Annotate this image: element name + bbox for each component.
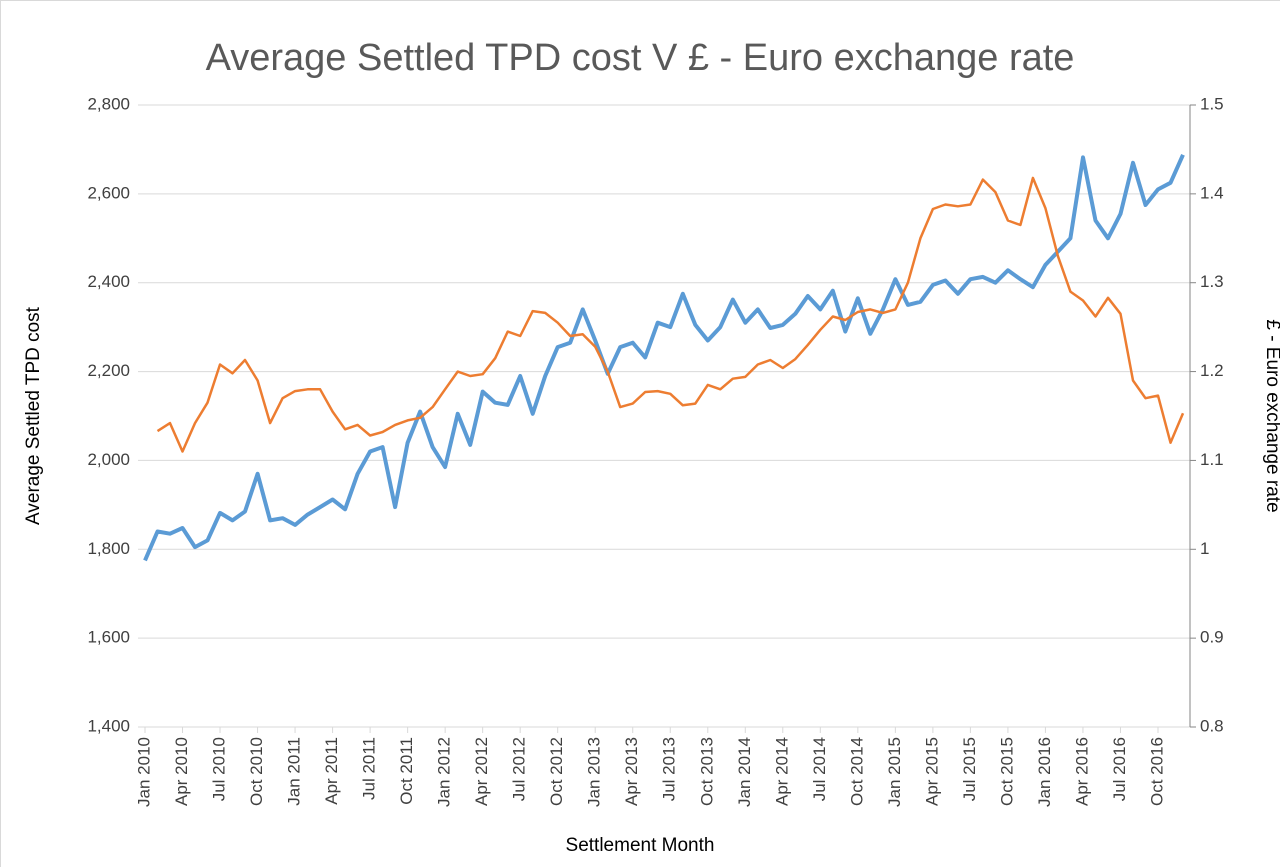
x-tick-label: Apr 2010 bbox=[172, 737, 191, 806]
x-tick-label: Jan 2014 bbox=[735, 737, 754, 807]
x-tick-label: Apr 2015 bbox=[922, 737, 941, 806]
x-tick-label: Jan 2011 bbox=[285, 737, 304, 806]
y2-axis-title: £ - Euro exchange rate bbox=[1262, 319, 1280, 512]
x-tick-label: Oct 2015 bbox=[997, 737, 1016, 806]
x-tick-label: Apr 2016 bbox=[1072, 737, 1091, 806]
chart-title: Average Settled TPD cost V £ - Euro exch… bbox=[206, 37, 1075, 79]
x-tick-label: Jul 2011 bbox=[360, 737, 379, 800]
x-tick-label: Apr 2011 bbox=[322, 737, 341, 805]
x-tick-label: Jul 2012 bbox=[510, 737, 529, 801]
x-tick-label: Apr 2014 bbox=[772, 737, 791, 806]
y2-tick-label: 1.1 bbox=[1200, 450, 1224, 469]
x-tick-label: Jul 2015 bbox=[960, 737, 979, 801]
data-line bbox=[156, 176, 1185, 453]
y-tick-label: 2,200 bbox=[87, 361, 130, 380]
y-axis-title: Average Settled TPD cost bbox=[23, 306, 44, 525]
y-tick-label: 2,000 bbox=[87, 450, 130, 469]
x-tick-label: Oct 2016 bbox=[1147, 737, 1166, 806]
y-tick-label: 1,600 bbox=[87, 628, 130, 647]
y-tick-label: 2,800 bbox=[87, 94, 130, 113]
x-tick-label: Jan 2013 bbox=[585, 737, 604, 807]
y-tick-label: 1,800 bbox=[87, 539, 130, 558]
y2-tick-label: 1.2 bbox=[1200, 361, 1224, 380]
y-tick-label: 2,400 bbox=[87, 272, 130, 291]
x-tick-label: Oct 2014 bbox=[847, 737, 866, 806]
y2-tick-label: 1 bbox=[1200, 539, 1209, 558]
y2-tick-label: 1.3 bbox=[1200, 272, 1224, 291]
data-line bbox=[143, 153, 1185, 562]
x-tick-label: Oct 2012 bbox=[547, 737, 566, 806]
y2-tick-label: 1.5 bbox=[1200, 94, 1224, 113]
x-tick-label: Oct 2013 bbox=[697, 737, 716, 806]
x-tick-label: Oct 2010 bbox=[247, 737, 266, 806]
y2-tick-label: 0.8 bbox=[1200, 716, 1224, 735]
x-tick-label: Apr 2012 bbox=[472, 737, 491, 806]
y-tick-label: 1,400 bbox=[87, 716, 130, 735]
x-tick-label: Jan 2010 bbox=[134, 737, 153, 807]
x-tick-label: Jul 2013 bbox=[660, 737, 679, 801]
x-tick-label: Oct 2011 bbox=[397, 737, 416, 805]
y-tick-label: 2,600 bbox=[87, 183, 130, 202]
x-tick-label: Jan 2015 bbox=[885, 737, 904, 807]
y2-tick-label: 1.4 bbox=[1200, 183, 1224, 202]
x-tick-label: Jul 2014 bbox=[810, 737, 829, 801]
x-tick-label: Apr 2013 bbox=[622, 737, 641, 806]
x-axis-title: Settlement Month bbox=[566, 835, 715, 856]
x-tick-label: Jul 2010 bbox=[210, 737, 229, 801]
x-tick-label: Jan 2012 bbox=[435, 737, 454, 807]
x-tick-label: Jan 2016 bbox=[1035, 737, 1054, 807]
x-tick-label: Jul 2016 bbox=[1110, 737, 1129, 801]
y2-tick-label: 0.9 bbox=[1200, 628, 1224, 647]
